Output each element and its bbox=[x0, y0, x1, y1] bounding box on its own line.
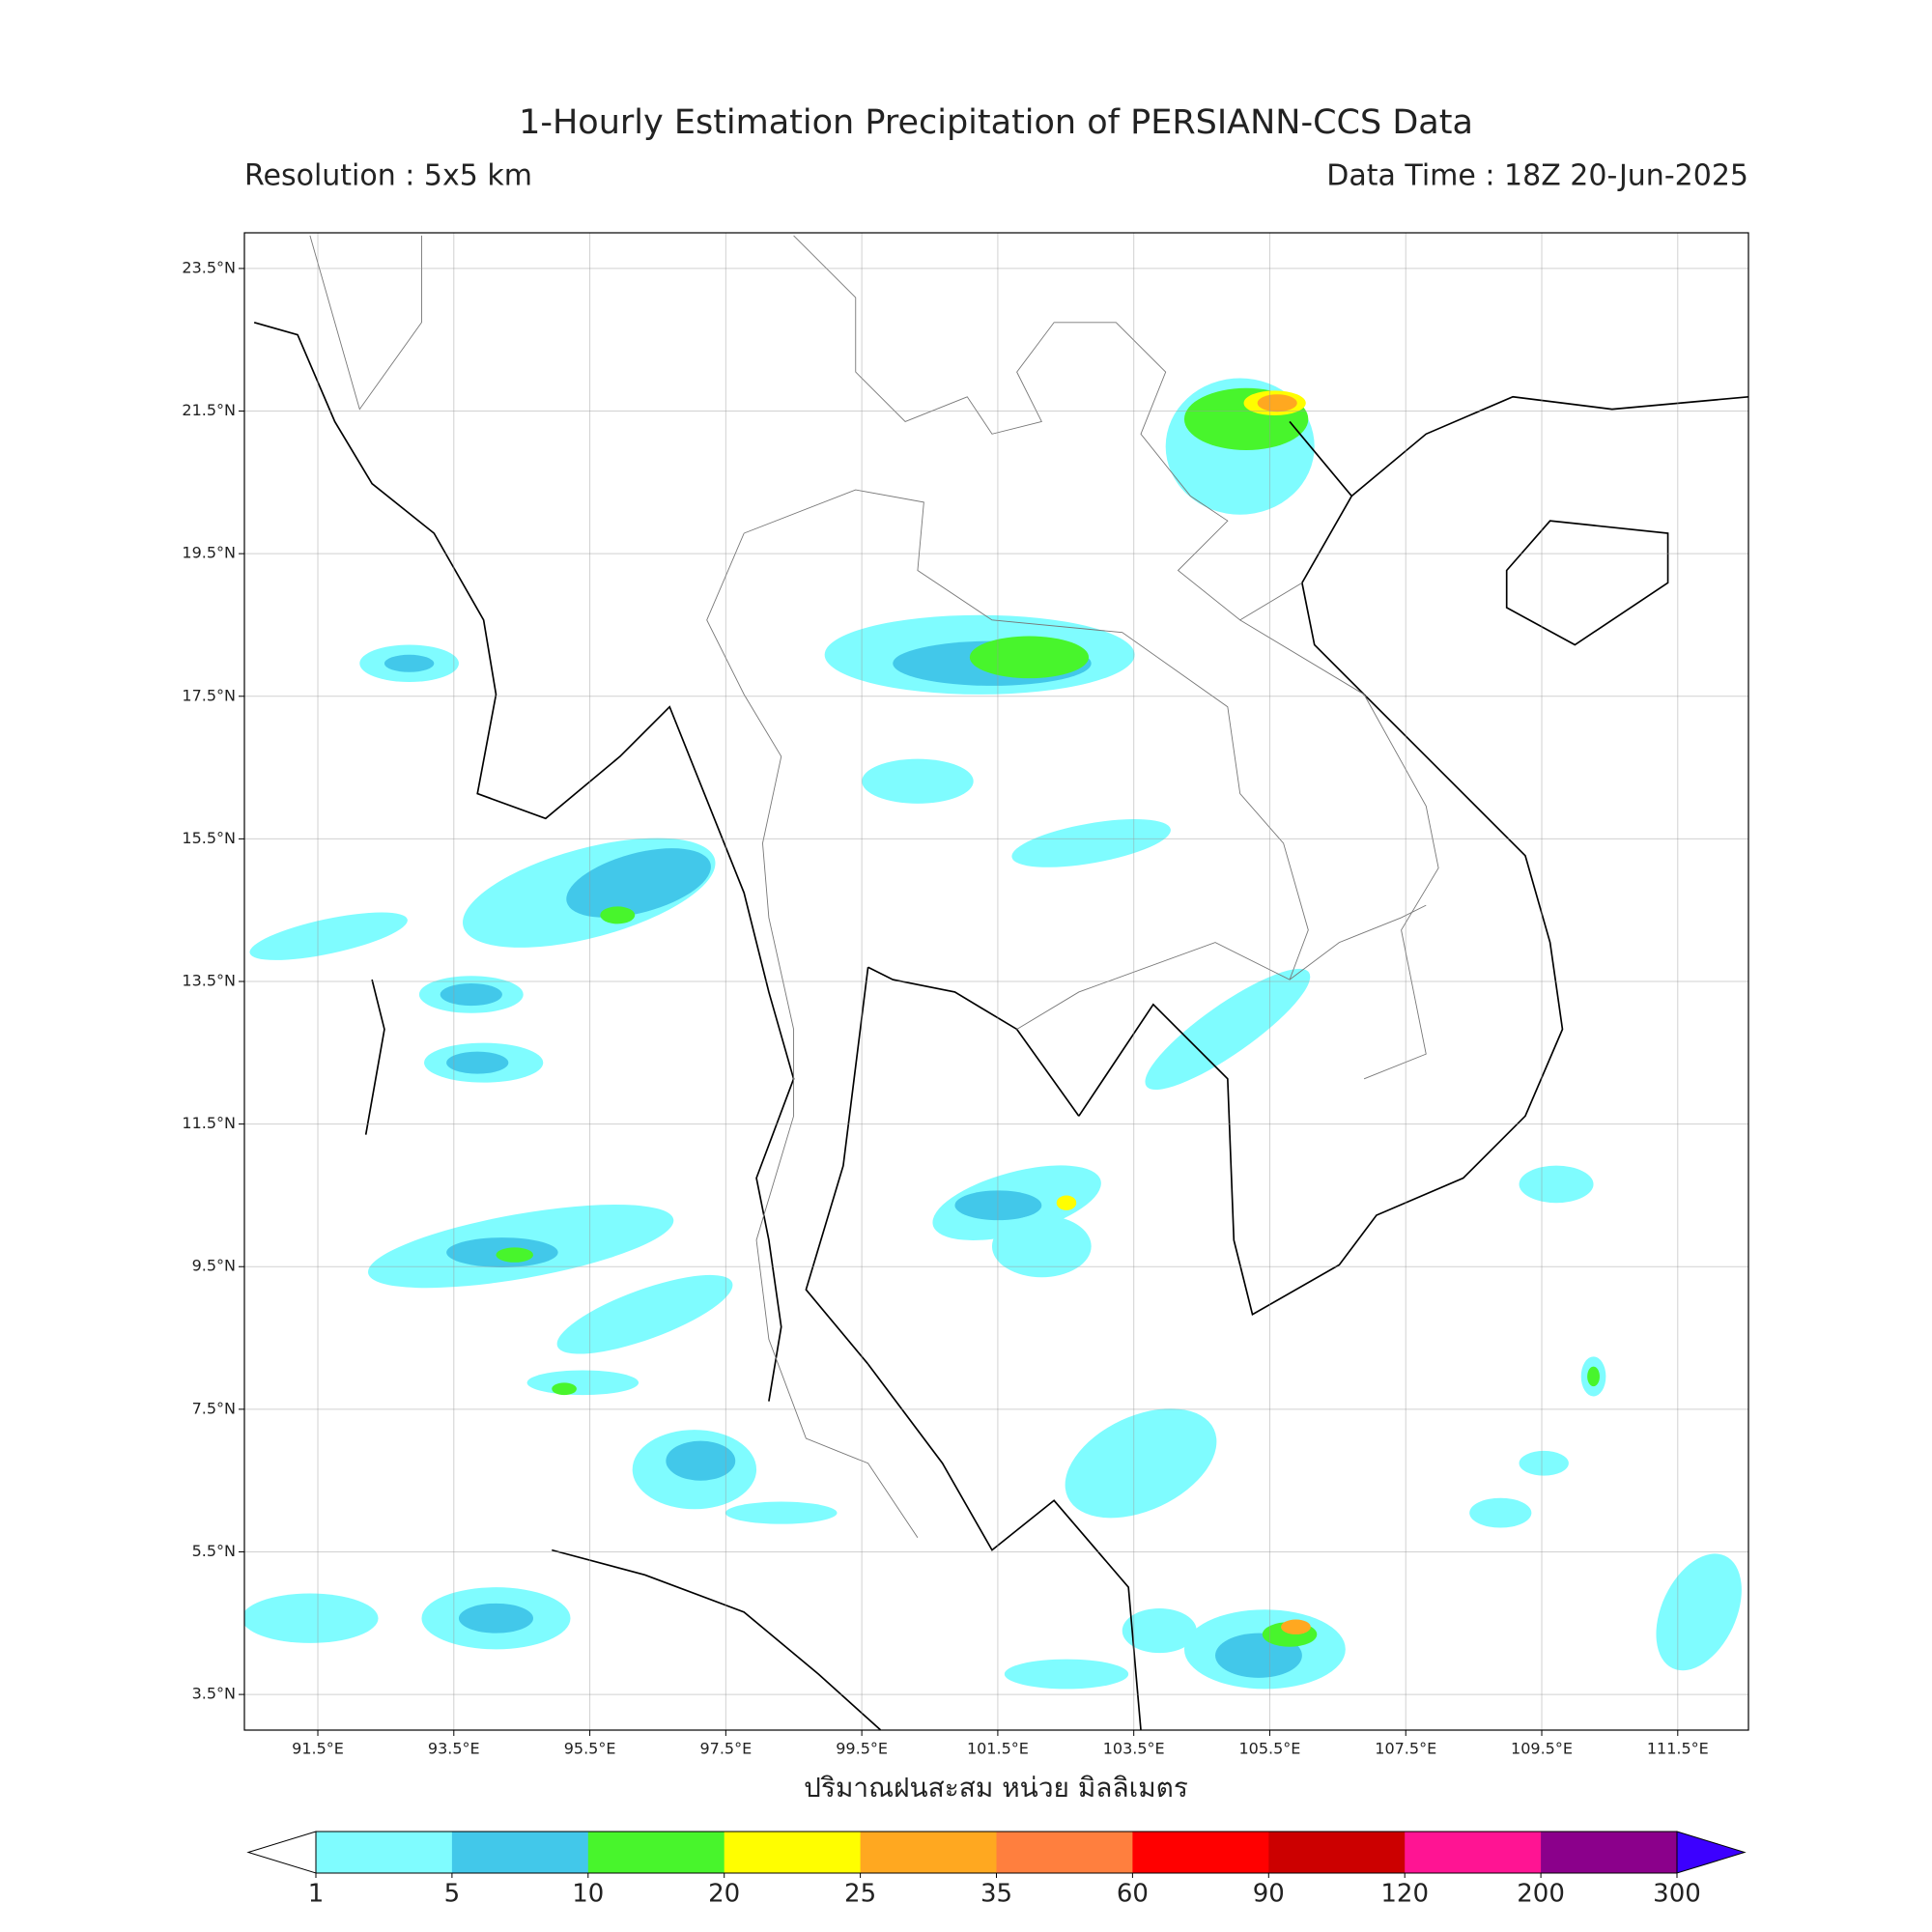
precipitation bbox=[244, 378, 1742, 1690]
y-tick-label: 13.5°N bbox=[182, 972, 236, 990]
y-tick-label: 5.5°N bbox=[192, 1542, 236, 1560]
y-tick-label: 9.5°N bbox=[192, 1257, 236, 1275]
y-tick-label: 11.5°N bbox=[182, 1114, 236, 1132]
x-tick-label: 91.5°E bbox=[292, 1740, 344, 1758]
title: 1-Hourly Estimation Precipitation of PER… bbox=[519, 103, 1473, 142]
colorbar-bin bbox=[996, 1832, 1133, 1873]
colorbar-label: 200 bbox=[1517, 1880, 1565, 1909]
colorbar-label: 25 bbox=[844, 1880, 876, 1909]
colorbar-bin bbox=[860, 1832, 997, 1873]
x-tick-label: 93.5°E bbox=[428, 1740, 480, 1758]
x-tick-label: 97.5°E bbox=[699, 1740, 752, 1758]
colorbar-label: 5 bbox=[444, 1880, 461, 1909]
colorbar-label: 300 bbox=[1653, 1880, 1701, 1909]
x-tick-label: 95.5°E bbox=[564, 1740, 616, 1758]
colorbar-label: 10 bbox=[572, 1880, 604, 1909]
coastlines bbox=[253, 235, 1748, 1730]
y-tick-label: 15.5°N bbox=[182, 829, 236, 847]
y-tick-label: 21.5°N bbox=[182, 401, 236, 419]
colorbar-bin bbox=[587, 1832, 725, 1873]
y-tick-label: 19.5°N bbox=[182, 544, 236, 562]
x-tick-label: 109.5°E bbox=[1511, 1740, 1573, 1758]
colorbar-bin bbox=[451, 1832, 589, 1873]
colorbar-label: 120 bbox=[1380, 1880, 1429, 1909]
colorbar-label: 90 bbox=[1253, 1880, 1285, 1909]
colorbar-label: 20 bbox=[708, 1880, 740, 1909]
colorbar-label: 60 bbox=[1117, 1880, 1149, 1909]
colorbar-bin bbox=[1405, 1832, 1542, 1873]
colorbar-label: 1 bbox=[308, 1880, 325, 1909]
colorbar-under bbox=[246, 1831, 317, 1874]
y-tick-label: 3.5°N bbox=[192, 1685, 236, 1703]
data-time: Data Time : 18Z 20-Jun-2025 bbox=[1326, 159, 1748, 193]
colorbar-bin bbox=[724, 1832, 862, 1873]
x-tick-label: 111.5°E bbox=[1647, 1740, 1709, 1758]
x-tick-label: 105.5°E bbox=[1239, 1740, 1301, 1758]
map-layer bbox=[244, 235, 1748, 1730]
x-tick-label: 107.5°E bbox=[1375, 1740, 1436, 1758]
resolution: Resolution : 5x5 km bbox=[244, 159, 532, 193]
x-tick-label: 99.5°E bbox=[836, 1740, 888, 1758]
y-tick-label: 17.5°N bbox=[182, 686, 236, 704]
colorbar-over bbox=[1676, 1831, 1747, 1874]
colorbar-bin bbox=[316, 1832, 453, 1873]
x-axis-label: ปริมาณฝนสะสม หน่วย มิลลิเมตร bbox=[804, 1772, 1188, 1804]
colorbar-label: 35 bbox=[980, 1880, 1012, 1909]
colorbar-bin bbox=[1132, 1832, 1269, 1873]
y-tick-label: 7.5°N bbox=[192, 1399, 236, 1417]
x-tick-label: 103.5°E bbox=[1103, 1740, 1165, 1758]
colorbar-bin bbox=[1268, 1832, 1406, 1873]
y-tick-label: 23.5°N bbox=[182, 258, 236, 276]
x-tick-label: 101.5°E bbox=[967, 1740, 1029, 1758]
colorbar-bin bbox=[1541, 1832, 1678, 1873]
